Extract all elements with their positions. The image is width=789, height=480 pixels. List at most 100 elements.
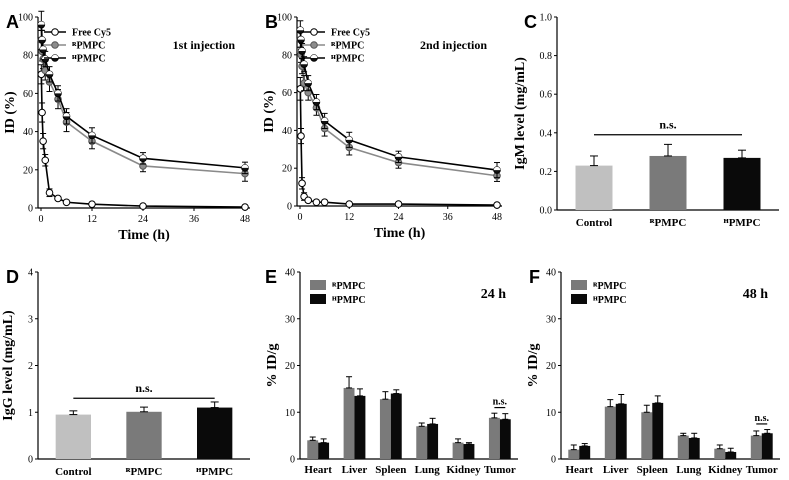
series-line-0 [299,88,498,206]
bar [688,437,700,459]
y-tick-label: 1.0 [540,13,553,24]
chart-title: 1st injection [173,38,236,52]
data-point-half [38,36,46,40]
x-axis-title: Time (h) [374,226,426,241]
category-label: Lung [415,464,441,476]
y-tick-label: 3 [28,314,33,325]
data-point-half [297,36,305,40]
data-point [38,108,46,117]
y-axis-title: ID (%) [3,91,18,134]
data-point-half [298,47,306,52]
category-label: Tumor [746,464,778,476]
data-point-half [313,98,320,103]
bar [761,433,773,459]
y-tick-label: 40 [546,268,556,279]
y-tick-label: 10 [285,408,295,419]
y-tick-label: 100 [18,13,33,24]
legend-label: Free Cy5 [72,28,111,39]
y-tick-label: 20 [546,361,556,372]
y-tick-label: 0.0 [540,206,553,217]
x-tick-label: 12 [87,214,97,225]
series-line-1 [299,39,498,177]
panel-letter: E [265,267,277,287]
y-tick-label: 0.8 [540,51,553,62]
y-tick-label: 30 [285,314,295,325]
category-label: Kidney [708,464,743,476]
series-line-2 [40,24,246,169]
bar [126,411,162,459]
bar [427,423,439,459]
y-tick-label: 20 [23,165,33,176]
significance-label: n.s. [659,118,676,132]
bar [55,414,91,459]
data-point-half [241,164,249,168]
data-point [241,203,249,211]
panel-e: E 0 10 20 30 40 % ID/g Heart Liver Spleen Lung Kidn… [265,267,518,476]
data-point-half [300,60,308,65]
category-label: Spleen [375,464,406,476]
data-point [312,198,321,207]
y-axis-title: % ID/g [526,344,541,388]
category-label: Liver [603,464,629,476]
data-point [493,201,501,209]
data-point-half [493,166,501,171]
panel-f: F 0 10 20 30 40 % ID/g Heart Liver Spleen Lung Kidn… [526,267,780,476]
bar [416,426,428,459]
data-point-half [54,90,62,94]
y-tick-label: 0 [28,204,33,215]
data-point-half [139,155,147,159]
panel-c: C 0.0 0.2 0.4 0.6 0.8 1.0 IgM level (mg/mL) Cont… [513,12,779,229]
data-point [139,202,147,210]
y-tick-label: 0.6 [540,90,553,101]
panel-letter: C [524,12,537,32]
data-point [298,179,306,188]
y-tick-label: 60 [282,88,292,99]
y-tick-label: 2 [28,361,33,372]
y-tick-label: 40 [23,127,33,138]
series-line-1 [40,39,246,175]
legend-label: ᴿPMPC [331,41,364,52]
bar [463,444,475,459]
y-tick-label: 40 [282,126,292,137]
data-point-half [39,46,47,50]
y-tick-label: 30 [546,314,556,325]
data-point [39,137,47,145]
data-point [304,196,313,205]
data-point [45,188,54,197]
data-point-half [46,71,53,75]
category-label: Tumor [484,464,516,476]
panel-b: B 0 20 40 60 80 100 ID (%) 0 12 24 36 48 Time (h) Free… [262,12,502,241]
legend-label: ᴿPMPC [593,281,626,292]
x-tick-label: 24 [394,212,404,223]
bar [343,387,355,459]
data-point-half [304,79,312,84]
panel-letter: D [6,267,19,287]
series-line-2 [299,30,498,171]
bar [197,407,233,459]
panel-letter: B [265,12,278,32]
data-point-half [345,136,353,140]
x-tick-label: 24 [138,214,148,225]
x-tick-label: 48 [492,212,502,223]
legend-label: Free Cy5 [331,28,370,39]
y-tick-label: 80 [282,50,292,61]
bar [488,417,500,459]
legend-swatch [571,294,587,304]
legend-label: ᴿPMPC [332,281,365,292]
panel-d: D 0 1 2 3 4 IgG level (mg/mL) Control ᴿPMPC ᴴPMPC… [1,267,250,478]
y-tick-label: 0 [28,455,33,466]
category-label: Liver [342,464,368,476]
data-point [41,156,50,165]
data-point [62,198,71,207]
bar [604,406,616,459]
bar [354,395,366,459]
legend-swatch [310,294,326,304]
y-axis-title: IgM level (mg/mL) [513,57,528,170]
bar [452,442,464,459]
legend-marker-half [310,54,318,58]
data-point [394,200,403,208]
y-tick-label: 60 [23,89,33,100]
bar [723,157,761,210]
data-point [297,132,305,140]
category-label: Lung [676,464,702,476]
